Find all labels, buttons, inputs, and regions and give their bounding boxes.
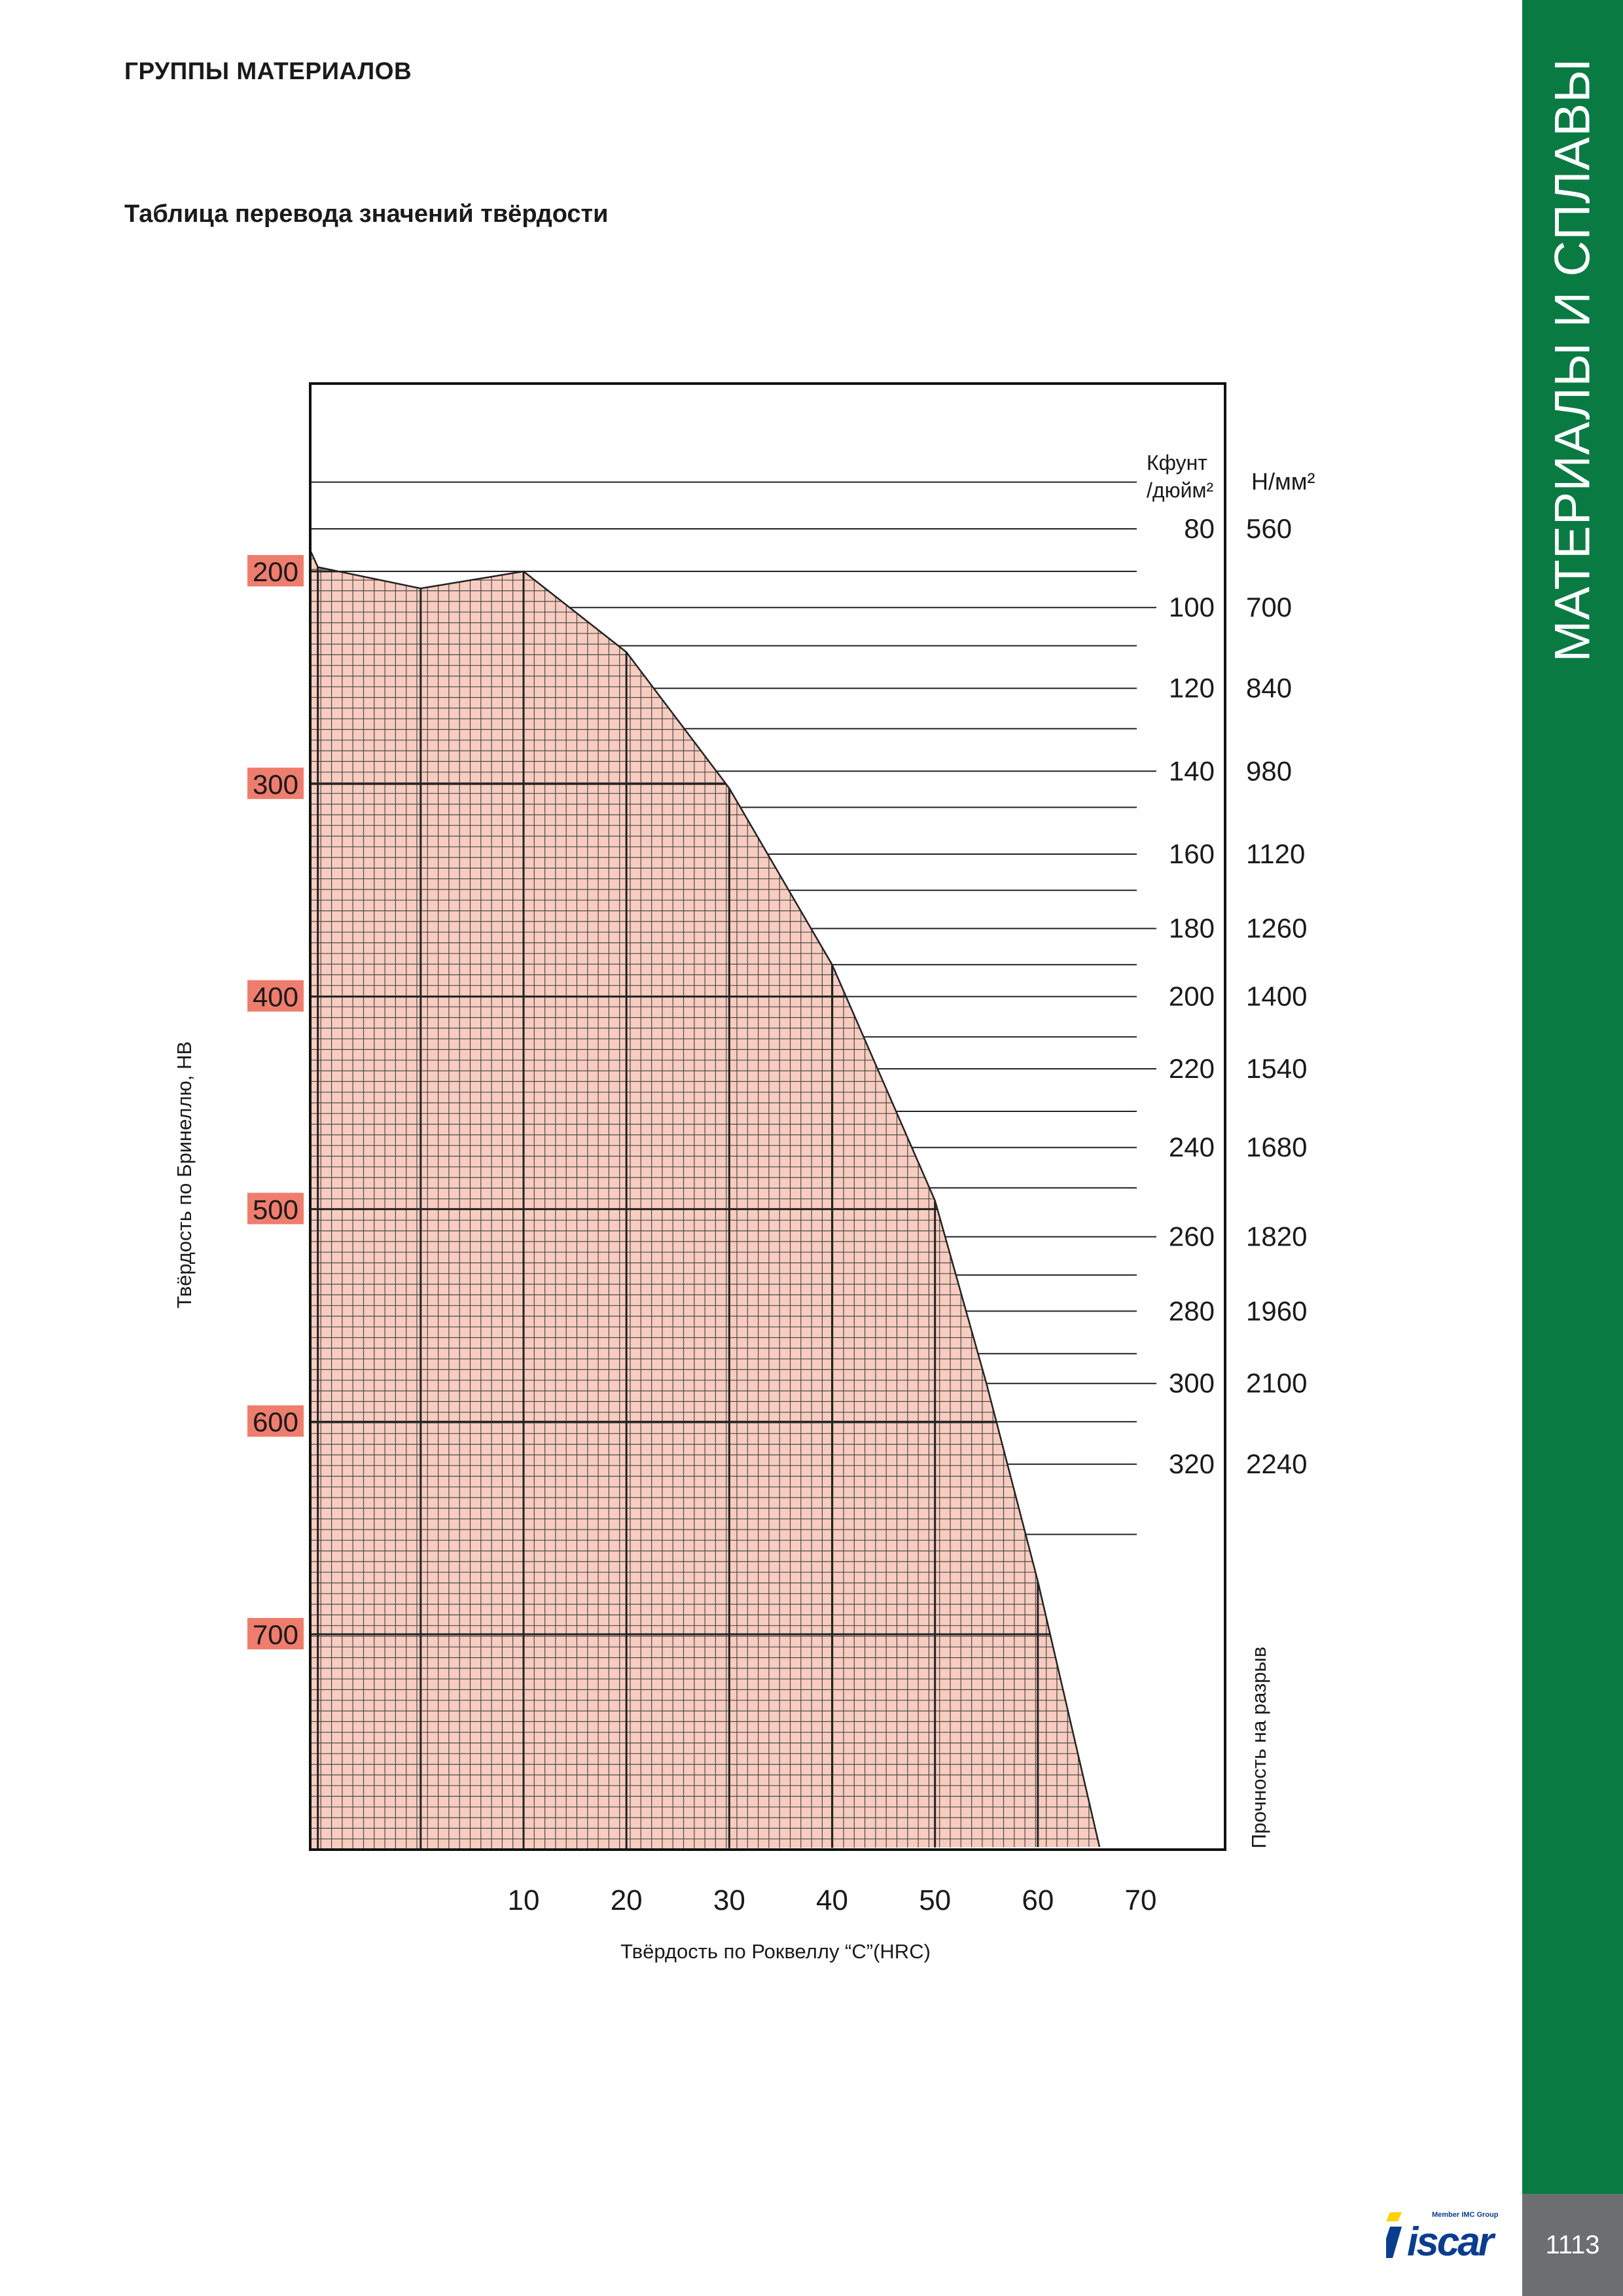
tensile-ksi-label: 320 bbox=[1169, 1448, 1215, 1479]
right-axis-title: Прочность на разрыв bbox=[1247, 1647, 1270, 1848]
tensile-ksi-label: 120 bbox=[1169, 673, 1215, 704]
tensile-ksi-label: 260 bbox=[1169, 1221, 1215, 1252]
tensile-nmm-label: 1960 bbox=[1246, 1295, 1307, 1326]
tensile-nmm-label: 840 bbox=[1246, 673, 1292, 704]
tensile-ksi-label: 220 bbox=[1169, 1053, 1215, 1084]
hrc-tick-label: 70 bbox=[1125, 1884, 1157, 1916]
brinell-tick-label: 500 bbox=[253, 1194, 298, 1225]
hrc-tick-label: 10 bbox=[508, 1884, 540, 1916]
tensile-nmm-label: 1260 bbox=[1246, 913, 1307, 944]
brinell-label-box bbox=[247, 1618, 304, 1649]
hardness-curve bbox=[309, 549, 1101, 1848]
brinell-tick-label: 300 bbox=[253, 769, 298, 800]
ksi-unit-header: /дюйм² bbox=[1147, 478, 1213, 502]
tensile-ksi-label: 80 bbox=[1184, 513, 1215, 544]
tensile-ksi-label: 240 bbox=[1169, 1132, 1215, 1162]
section-title: ГРУППЫ МАТЕРИАЛОВ bbox=[124, 58, 412, 84]
brinell-tick-label: 200 bbox=[253, 556, 298, 587]
side-tab bbox=[1522, 0, 1623, 2194]
hrc-tick-label: 60 bbox=[1022, 1884, 1054, 1916]
chart-title: Таблица перевода значений твёрдости bbox=[124, 200, 609, 228]
tensile-ksi-label: 140 bbox=[1169, 755, 1215, 786]
brinell-tick-label: 400 bbox=[253, 982, 298, 1013]
brinell-label-box bbox=[247, 555, 304, 586]
logo-member-text: Member IMC Group bbox=[1432, 2211, 1499, 2219]
x-axis-title: Твёрдость по Роквеллу “С”(HRC) bbox=[620, 1940, 931, 1963]
brinell-label-box bbox=[247, 767, 304, 799]
iscar-logo-mark-icon bbox=[1386, 2212, 1402, 2258]
tensile-ksi-label: 160 bbox=[1169, 838, 1215, 869]
iscar-logo: iscar bbox=[1407, 2219, 1494, 2265]
hrc-tick-label: 20 bbox=[611, 1884, 643, 1916]
plot-frame bbox=[309, 382, 1226, 1851]
brinell-label-box bbox=[247, 1405, 304, 1437]
ksi-unit-header: Кфунт bbox=[1147, 451, 1207, 475]
brinell-label-box bbox=[247, 1193, 304, 1225]
tensile-ksi-label: 280 bbox=[1169, 1295, 1215, 1326]
page-number: 1113 bbox=[1522, 2194, 1623, 2296]
side-tab-label: МАТЕРИАЛЫ И СПЛАВЫ bbox=[1544, 58, 1601, 662]
hrc-tick-label: 40 bbox=[816, 1884, 848, 1916]
tensile-nmm-label: 1120 bbox=[1246, 838, 1305, 869]
tensile-nmm-label: 2100 bbox=[1246, 1368, 1307, 1399]
tensile-nmm-label: 700 bbox=[1246, 592, 1292, 622]
nmm-unit-header: Н/мм² bbox=[1251, 468, 1315, 495]
brinell-tick-label: 700 bbox=[253, 1619, 298, 1650]
brinell-tick-label: 600 bbox=[253, 1407, 298, 1437]
tensile-nmm-label: 980 bbox=[1246, 755, 1292, 786]
tensile-nmm-label: 2240 bbox=[1246, 1448, 1307, 1479]
y-axis-title: Твёрдость по Бринеллю, HB bbox=[173, 1041, 196, 1308]
tensile-ksi-label: 300 bbox=[1169, 1368, 1215, 1399]
tensile-nmm-label: 1820 bbox=[1246, 1221, 1307, 1252]
hrc-tick-label: 50 bbox=[919, 1884, 951, 1916]
hrc-tick-label: 30 bbox=[713, 1884, 745, 1916]
tensile-nmm-label: 560 bbox=[1246, 513, 1292, 544]
tensile-nmm-label: 1540 bbox=[1246, 1053, 1307, 1084]
tensile-ksi-label: 100 bbox=[1169, 592, 1215, 622]
brinell-label-box bbox=[247, 980, 304, 1012]
tensile-ksi-label: 180 bbox=[1169, 913, 1215, 944]
tensile-nmm-label: 1680 bbox=[1246, 1132, 1307, 1162]
tensile-ksi-label: 200 bbox=[1169, 981, 1215, 1012]
tensile-nmm-label: 1400 bbox=[1246, 981, 1307, 1012]
